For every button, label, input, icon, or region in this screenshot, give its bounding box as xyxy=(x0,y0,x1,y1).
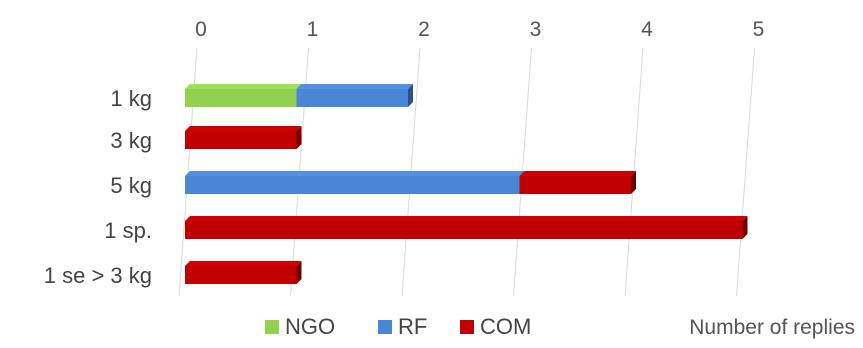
bar-segment-ngo xyxy=(185,84,302,107)
x-axis-ticks: 0 1 2 3 4 5 xyxy=(195,18,764,41)
legend-swatch xyxy=(378,320,392,334)
category-label: 5 kg xyxy=(110,173,152,198)
x-tick-label: 3 xyxy=(530,18,542,41)
x-tick-label: 5 xyxy=(753,18,765,41)
x-tick-label: 2 xyxy=(418,18,430,41)
bar-segment-com xyxy=(185,126,302,149)
legend-label: RF xyxy=(398,314,427,339)
legend-swatch xyxy=(265,320,279,334)
legend-item-ngo: NGO xyxy=(265,314,335,339)
x-axis-title: Number of replies xyxy=(689,316,855,339)
x-tick-label: 1 xyxy=(307,18,319,41)
x-tick-label: 4 xyxy=(641,18,653,41)
bar-segment-rf xyxy=(296,84,413,107)
legend-label: NGO xyxy=(285,314,335,339)
bars xyxy=(185,84,748,284)
legend-item-rf: RF xyxy=(378,314,427,339)
x-tick-label: 0 xyxy=(195,18,207,41)
bar-segment-com xyxy=(185,216,748,239)
legend-swatch xyxy=(460,320,474,334)
gridline xyxy=(736,47,755,297)
category-labels: 1 kg 3 kg 5 kg 1 sp. 1 se > 3 kg xyxy=(44,86,152,288)
category-label: 3 kg xyxy=(110,128,152,153)
bar-segment-com xyxy=(519,171,636,194)
bar-segment-com xyxy=(185,261,302,284)
legend-item-com: COM xyxy=(460,314,531,339)
category-label: 1 kg xyxy=(110,86,152,111)
legend-label: COM xyxy=(480,314,531,339)
category-label: 1 sp. xyxy=(104,218,152,243)
bar-segment-rf xyxy=(185,171,525,194)
category-label: 1 se > 3 kg xyxy=(44,263,152,288)
legend: NGO RF COM xyxy=(265,314,531,339)
